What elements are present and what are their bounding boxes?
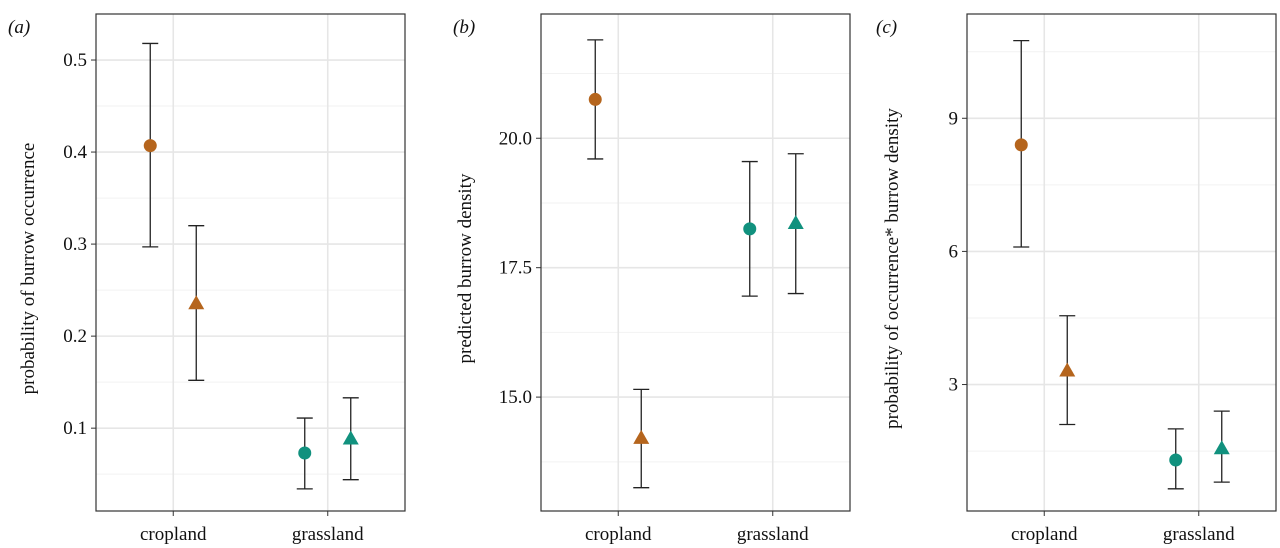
- y-tick-label: 0.4: [63, 142, 87, 163]
- plot-frame: [95, 13, 406, 512]
- x-tick-label: cropland: [585, 524, 652, 545]
- data-point-triangle: [1059, 362, 1076, 377]
- data-point-triangle: [342, 430, 359, 445]
- x-tick-label: grassland: [1163, 524, 1235, 545]
- data-point-triangle: [787, 214, 804, 229]
- data-point-circle: [1014, 138, 1028, 152]
- y-tick-label: 17.5: [499, 258, 532, 279]
- data-point-circle: [743, 222, 757, 236]
- panel-letter: (c): [876, 17, 897, 38]
- y-axis-label: probability of occurrence* burrow densit…: [882, 108, 903, 429]
- panel-1: 0.1 0.2 0.3 0.4 0.5 cropland grassland probabil…: [8, 13, 406, 545]
- y-axis-label: predicted burrow density: [455, 173, 476, 363]
- x-tick-label: cropland: [140, 524, 207, 545]
- plot-frame: [966, 13, 1277, 512]
- data-point-triangle: [188, 295, 205, 310]
- y-tick-label: 9: [949, 108, 959, 129]
- x-tick-label: grassland: [737, 524, 809, 545]
- data-point-triangle: [633, 429, 650, 444]
- y-tick-label: 0.3: [63, 234, 87, 255]
- panel-3: 3 6 9 cropland grassland probability of occur…: [876, 13, 1277, 545]
- y-tick-label: 6: [949, 241, 959, 262]
- panel-2: 15.0 17.5 20.0 cropland grassland predicted b…: [453, 13, 851, 545]
- y-axis-label: probability of burrow occurrence: [18, 143, 39, 395]
- y-tick-label: 0.1: [63, 418, 87, 439]
- x-tick-label: grassland: [292, 524, 364, 545]
- y-tick-label: 3: [949, 375, 959, 396]
- y-tick-label: 20.0: [499, 128, 532, 149]
- data-point-circle: [143, 139, 157, 153]
- plot-frame: [540, 13, 851, 512]
- panel-letter: (a): [8, 17, 30, 38]
- data-point-circle: [1169, 453, 1183, 467]
- data-point-circle: [588, 92, 602, 106]
- y-tick-label: 0.5: [63, 50, 87, 71]
- y-tick-label: 0.2: [63, 326, 87, 347]
- panel-letter: (b): [453, 17, 475, 38]
- y-tick-label: 15.0: [499, 387, 532, 408]
- data-point-triangle: [1213, 440, 1230, 455]
- x-tick-label: cropland: [1011, 524, 1078, 545]
- data-point-circle: [298, 446, 312, 460]
